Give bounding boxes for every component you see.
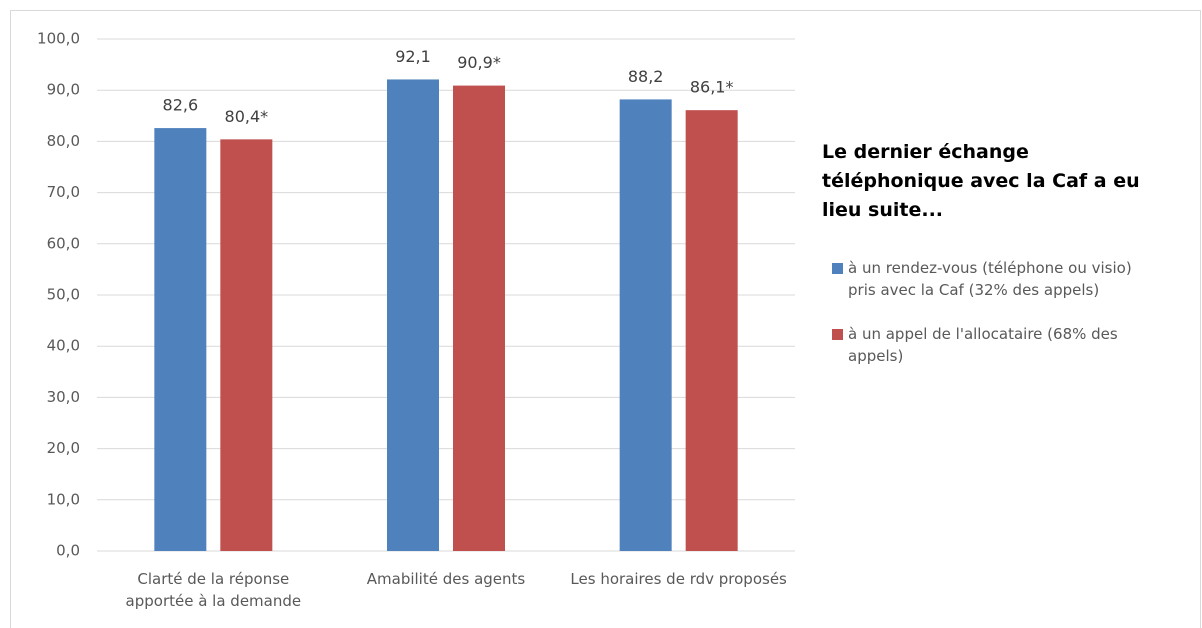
value-label: 80,4*	[225, 107, 269, 126]
legend-label: à un rendez-vous (téléphone ou visio) pr…	[848, 259, 1132, 299]
legend-entry: à un appel de l'allocataire (68% des app…	[832, 323, 1162, 367]
y-tick-label: 50,0	[47, 286, 80, 304]
y-tick-label: 90,0	[47, 81, 80, 99]
value-label: 90,9*	[457, 53, 501, 72]
y-tick-label: 40,0	[47, 337, 80, 355]
value-label: 92,1	[395, 47, 431, 66]
legend-swatch	[832, 329, 843, 340]
y-tick-label: 20,0	[47, 439, 80, 457]
value-label: 86,1*	[690, 78, 734, 97]
y-tick-label: 80,0	[47, 132, 80, 150]
y-tick-label: 10,0	[47, 490, 80, 508]
legend-label: à un appel de l'allocataire (68% des app…	[848, 325, 1118, 365]
bar	[453, 85, 505, 551]
bar	[387, 79, 439, 551]
y-tick-label: 70,0	[47, 183, 80, 201]
y-tick-label: 30,0	[47, 388, 80, 406]
y-tick-label: 60,0	[47, 234, 80, 252]
value-label: 88,2	[628, 67, 664, 86]
x-tick-label: Amabilité des agents	[366, 570, 526, 588]
legend-title: Le dernier échange téléphonique avec la …	[822, 141, 1140, 221]
legend-swatch	[832, 263, 843, 274]
bar	[154, 128, 207, 551]
value-label: 82,6	[163, 96, 199, 115]
bar	[685, 110, 738, 551]
y-tick-label: 0,0	[56, 542, 80, 560]
y-tick-label: 100,0	[37, 30, 80, 48]
x-tick-label: Clarté de la réponse apportée à la deman…	[125, 570, 302, 610]
chart-border	[10, 10, 1201, 628]
legend-entry: à un rendez-vous (téléphone ou visio) pr…	[832, 257, 1162, 301]
bar	[220, 139, 273, 552]
bar	[619, 99, 672, 551]
x-tick-label: Les horaires de rdv proposés	[570, 570, 787, 588]
